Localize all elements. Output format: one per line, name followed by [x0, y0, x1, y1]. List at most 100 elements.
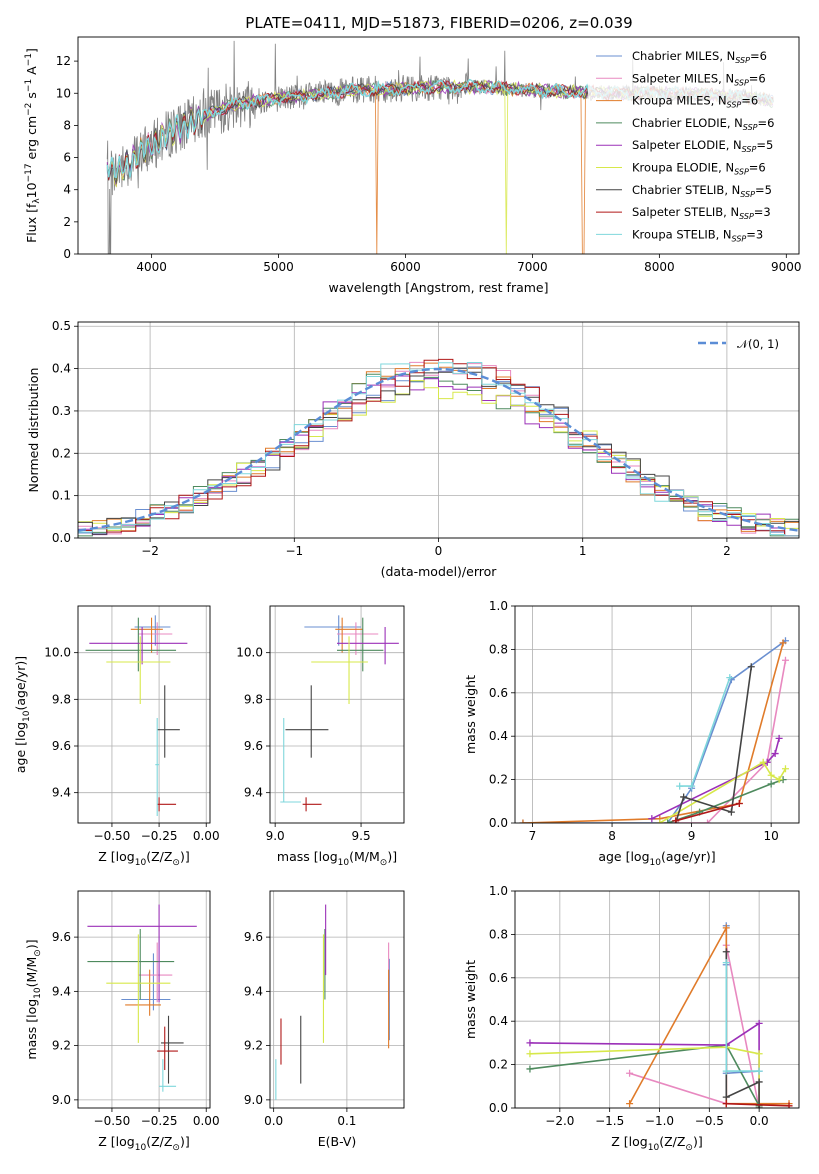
age_vs_Z-errorbar-4: [89, 627, 188, 665]
mass_weight_vs_age-marker-7-0: [672, 817, 680, 823]
spectrum-ylabel: Flux [fλ10−17 erg cm−2 s−1 A−1]: [24, 48, 42, 243]
mass_weight_vs_age-marker-1-3: [781, 656, 789, 664]
mass_vs_ebv-xlabel: E(B-V): [318, 1134, 357, 1149]
mass_weight_vs_age-series-7: [675, 802, 740, 822]
mass_weight_vs_Z-marker-6-1: [722, 1093, 730, 1101]
mass_weight_vs_Z-frame: [514, 890, 800, 1109]
mass_weight_vs_age-series-6: [674, 666, 753, 823]
spectrum-ytick-label: 10: [56, 86, 71, 100]
age_vs_Z-errorbar-6: [157, 685, 180, 758]
mass_weight_vs_Z-marker-5-2: [755, 1050, 763, 1058]
mass_vs_Z-errorbar-1: [138, 942, 173, 1003]
spectrum-xtick-label: 8000: [644, 260, 675, 274]
mass_weight_vs_age-marker-2-0: [519, 819, 527, 823]
residuals-ytick-label: 0.4: [52, 362, 71, 376]
age_vs_Z-axes: −0.50 −0.25 0.00 9.4 9.6 9.8 10.0: [44, 606, 220, 843]
residuals-ytick-label: 0.0: [52, 531, 71, 545]
spectrum-xtick-label: 6000: [390, 260, 421, 274]
mass_weight_vs_age-series-4: [651, 738, 780, 820]
mass_weight_vs_age-ytick-label: 0.8: [489, 642, 508, 656]
mass_weight_vs_age-marker-3-2: [767, 780, 775, 788]
age_vs_mass-errorbar-4: [337, 627, 399, 665]
age_vs_Z-errorbar-0: [134, 615, 171, 646]
mass_weight_vs_age-marker-7-1: [735, 799, 743, 807]
age_vs_Z-errorbar-7: [157, 797, 177, 812]
spectrum-ytick-label: 0: [63, 247, 71, 261]
age_vs_Z-xtick-label: −0.50: [94, 829, 131, 843]
mass_weight_vs_Z-xtick-label: −2.0: [545, 1114, 574, 1128]
mass_weight_vs_age-marker-6-3: [747, 663, 755, 671]
mass_weight_vs_Z-ylabel: mass weight: [463, 960, 478, 1039]
residuals-ytick-label: 0.5: [52, 319, 71, 333]
age_vs_mass-plot: [280, 615, 399, 812]
residuals-xtick-label: 0: [435, 544, 443, 558]
mass_weight_vs_Z-marker-2-0: [626, 1100, 634, 1108]
mass_weight_vs_age-ytick-label: 0.6: [489, 686, 508, 700]
legend-entry-7: Salpeter STELIB, NSSP=3: [632, 205, 771, 221]
residuals-ytick-label: 0.1: [52, 489, 71, 503]
mass_weight_vs_age-series-3: [667, 778, 784, 823]
mass_weight_vs_age-series-8: [679, 677, 731, 787]
mass_weight_vs_Z-xtick-label: −0.5: [695, 1114, 724, 1128]
mass_weight_vs_age-axes: 7 8 9 10 0.0 0.2 0.4 0.6 0.8 1.0: [489, 599, 799, 843]
mass_weight_vs_age-marker-6-2: [727, 808, 735, 816]
mass_weight_vs_age-ytick-label: 1.0: [489, 599, 508, 613]
age_vs_mass-xtick-label: 9.0: [266, 829, 285, 843]
residual-histogram-8: [78, 362, 799, 537]
mass_weight_vs_Z-series-7: [726, 1102, 790, 1107]
mass_vs_ebv-plot: [275, 904, 390, 1100]
spectrum-xtick-label: 9000: [771, 260, 802, 274]
residuals-ylabel: Normed distribution: [26, 368, 41, 493]
age_vs_Z-frame: [77, 605, 211, 824]
mass_vs_Z-errorbar-2: [125, 969, 161, 1016]
spectrum-axes: 4000 5000 6000 7000 8000 9000 0 2 4 6 8 10 12: [56, 54, 802, 274]
reference-legend-label: 𝒩(0, 1): [737, 337, 779, 351]
spectrum-xtick-label: 5000: [263, 260, 294, 274]
mass_weight_vs_age-marker-2-3: [779, 639, 787, 647]
age_vs_mass-ytick-label: 9.4: [244, 786, 263, 800]
age_vs_mass-errorbar-3: [337, 617, 384, 672]
age_vs_mass-ytick-label: 9.8: [244, 692, 263, 706]
age_vs_Z-errorbar-1: [138, 622, 173, 655]
mass_weight_vs_age-marker-3-0: [664, 819, 672, 823]
mass_vs_ebv-ytick-label: 9.0: [244, 1093, 263, 1107]
mass_vs_ebv-ytick-label: 9.6: [244, 930, 263, 944]
mass_weight_vs_age-marker-5-4: [781, 765, 789, 773]
mass_weight_vs_age-xtick-label: 8: [608, 829, 616, 843]
mass_weight_vs_Z-marker-2-1: [722, 924, 730, 932]
mass_vs_ebv-xtick-label: 0.0: [264, 1114, 283, 1128]
residuals-xtick-label: 1: [579, 544, 587, 558]
age_vs_Z-errorbar-2: [130, 617, 163, 653]
mass_weight_vs_Z-series-4: [529, 1021, 760, 1108]
mass_weight_vs_Z-xtick-label: −1.0: [645, 1114, 674, 1128]
mass_weight_vs_Z-marker-7-0: [722, 1100, 730, 1108]
age_vs_Z-ytick-label: 9.4: [52, 786, 71, 800]
age_vs_Z-plot: [85, 615, 188, 816]
mass_weight_vs_Z-ytick-label: 0.4: [489, 1014, 508, 1028]
age_vs_Z-ylabel: age [log10(age/yr)]: [13, 656, 32, 773]
age_vs_Z-ytick-label: 9.8: [52, 692, 71, 706]
age_vs_Z-errorbar-8: [155, 718, 160, 816]
age_vs_mass-xtick-label: 9.5: [352, 829, 371, 843]
spectrum-xtick-label: 7000: [517, 260, 548, 274]
mass_weight_vs_age-xtick-label: 10: [764, 829, 779, 843]
age_vs_mass-ytick-label: 10.0: [236, 646, 263, 660]
mass_weight_vs_Z-marker-6-3: [755, 1104, 763, 1108]
mass_vs_ebv-ytick-label: 9.4: [244, 984, 263, 998]
mass_weight_vs_Z-axes: −2.0 −1.5 −1.0 −0.5 0.0 0.0 0.2 0.4 0.6 0.8 1.0: [489, 884, 799, 1128]
mass_weight_vs_Z-marker-4-2: [755, 1019, 763, 1027]
mass_weight_vs_age-frame: [514, 605, 800, 824]
legend-entry-3: Chabrier ELODIE, NSSP=6: [632, 116, 774, 132]
mass_weight_vs_Z-series-1: [629, 945, 760, 1108]
mass_vs_Z-xlabel: Z [log10(Z/Z⊙)]: [98, 1134, 189, 1153]
mass_vs_Z-ytick-label: 9.4: [52, 984, 71, 998]
spectrum-ytick-label: 4: [63, 183, 71, 197]
residuals-xtick-label: −2: [141, 544, 159, 558]
residuals-frame: [77, 321, 800, 539]
mass_vs_Z-frame: [77, 890, 211, 1109]
age_vs_mass-errorbar-0: [304, 615, 362, 646]
mass_weight_vs_Z-marker-8-0: [722, 959, 730, 967]
mass_weight_vs_Z-xtick-label: 0.0: [750, 1114, 769, 1128]
mass_weight_vs_Z-xtick-label: −1.5: [595, 1114, 624, 1128]
mass_weight_vs_age-marker-5-3: [775, 776, 783, 784]
